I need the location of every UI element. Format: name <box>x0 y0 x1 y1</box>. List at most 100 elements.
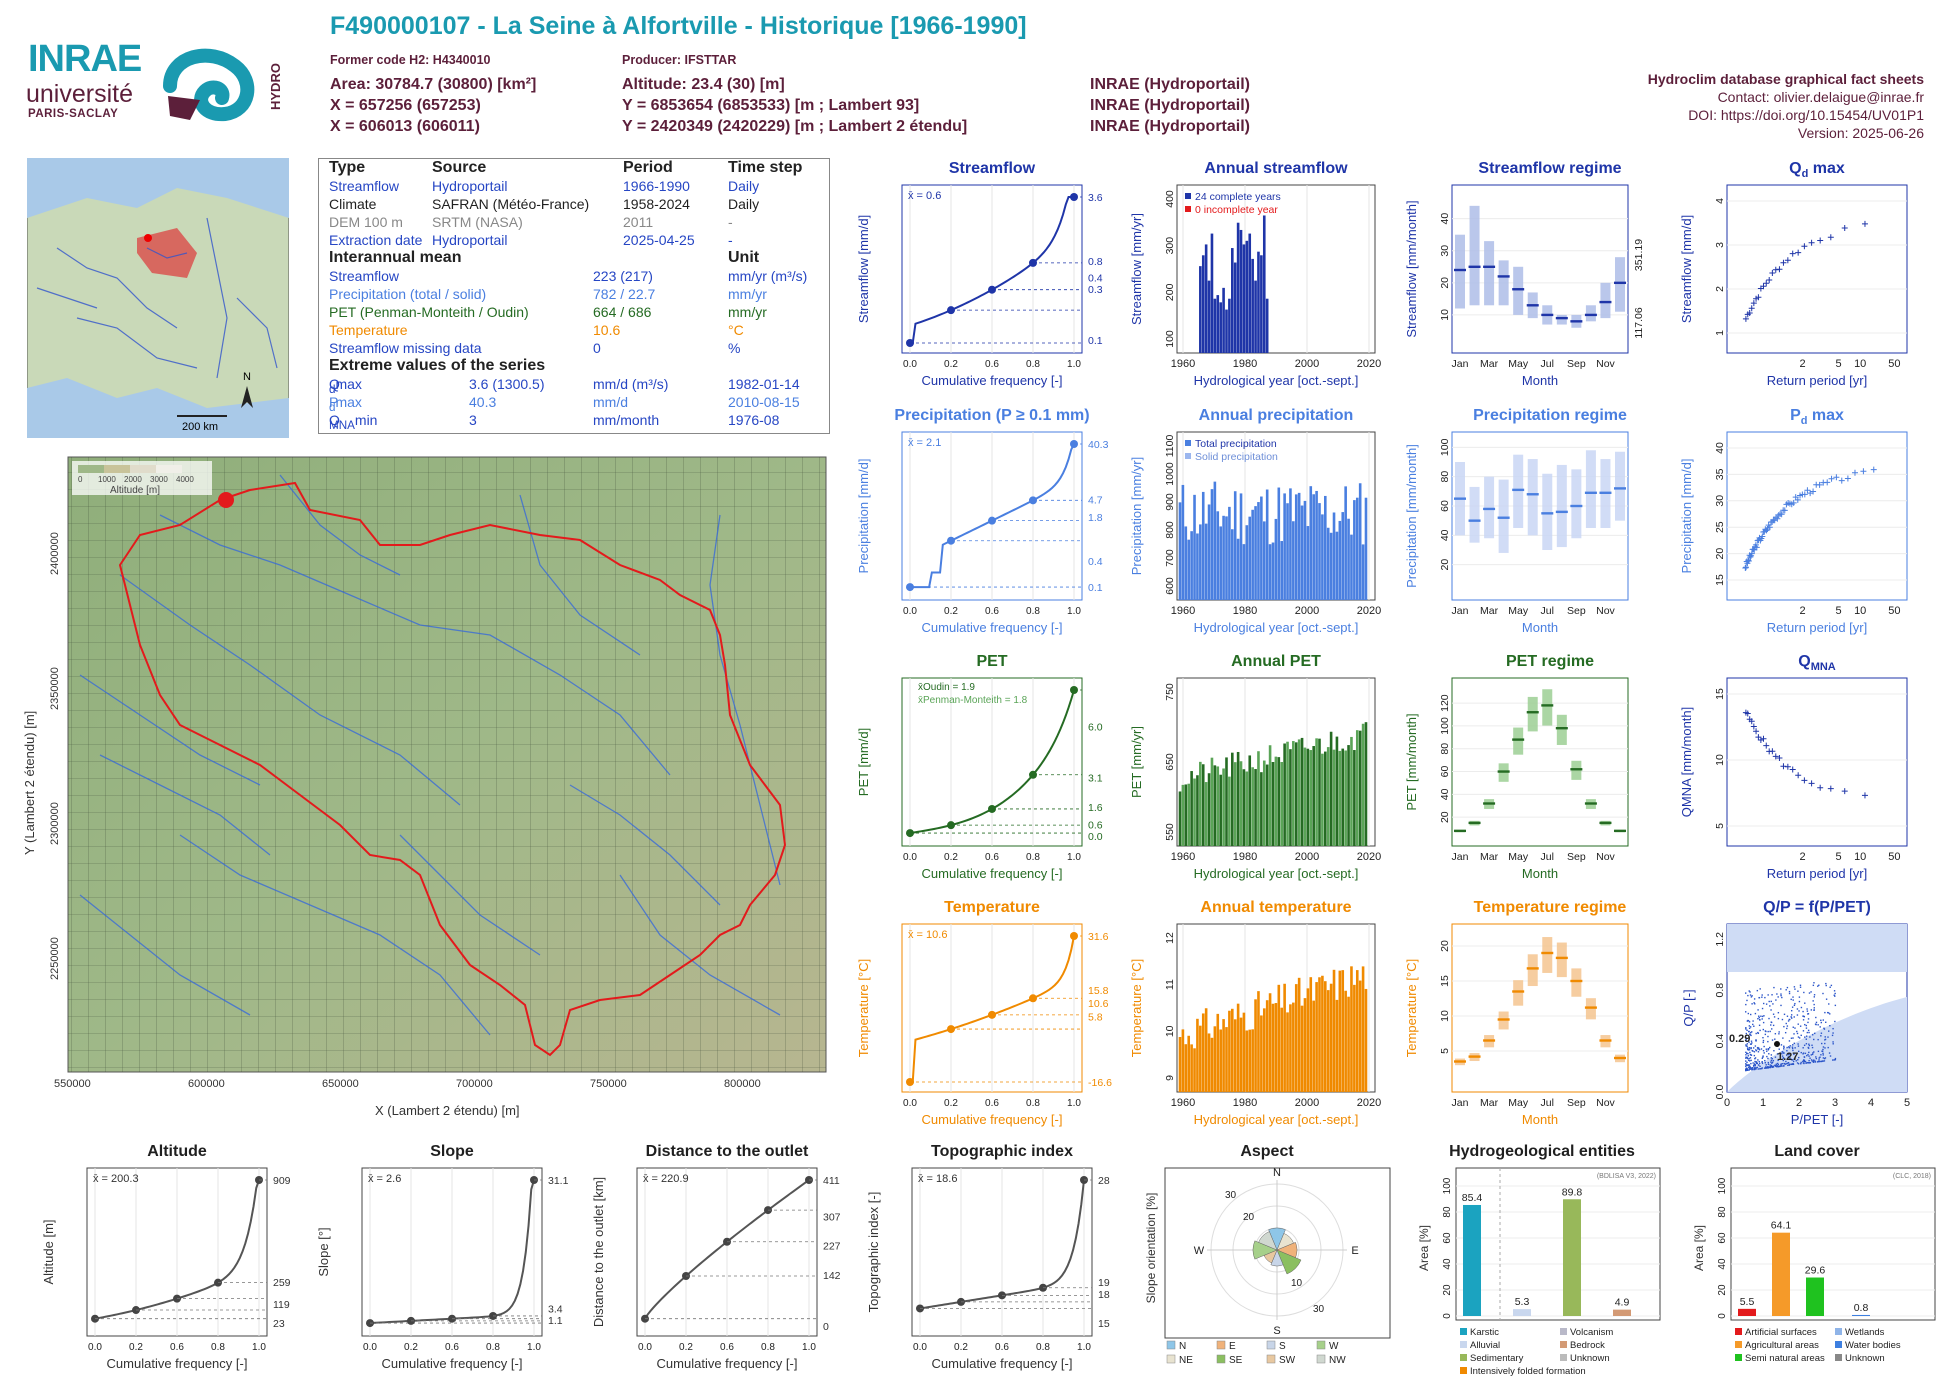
data-point <box>1790 1037 1793 1039</box>
x-tick: 600000 <box>188 1078 225 1090</box>
data-point <box>1785 1060 1787 1063</box>
data-point <box>1792 1060 1795 1063</box>
y-tick: 40 <box>1714 442 1726 454</box>
data-point <box>1784 1031 1787 1034</box>
data-point <box>1797 990 1799 992</box>
cell: Streamflow missing data <box>329 340 482 356</box>
data-point <box>1772 266 1779 273</box>
cell: mm/yr (m³/s) <box>728 268 808 284</box>
legend-swatch <box>1216 1340 1226 1350</box>
y-axis-label: Altitude [m] <box>41 1219 56 1284</box>
data-point <box>1771 1028 1773 1030</box>
aspect-sector <box>1270 1249 1284 1267</box>
bar <box>1260 772 1263 846</box>
legend-swatch <box>1266 1340 1276 1350</box>
data-point <box>1764 1033 1767 1036</box>
data-point <box>1817 1024 1819 1026</box>
x-tick: 0.8 <box>211 1342 225 1353</box>
data-point <box>1789 1045 1791 1047</box>
legend-label: Karstic <box>1470 1327 1499 1338</box>
data-point <box>1749 1051 1751 1054</box>
y-tick: 60 <box>1717 1232 1728 1244</box>
bar <box>1204 244 1208 353</box>
data-point <box>1805 1027 1808 1029</box>
right-tick: 3.1 <box>1088 773 1103 785</box>
bar <box>1315 982 1318 1092</box>
bar <box>1231 752 1234 846</box>
data-point <box>1754 1057 1756 1060</box>
right-tick: 0.3 <box>1088 284 1103 296</box>
legend-label: E <box>1229 1341 1236 1352</box>
data-point <box>1783 1025 1785 1028</box>
bar <box>1265 298 1269 353</box>
x-tick: Nov <box>1596 851 1615 863</box>
x-tick: 1980 <box>1233 1097 1257 1109</box>
legend-label: W <box>1329 1341 1339 1352</box>
data-point <box>1745 1027 1747 1029</box>
right-tick: 1.6 <box>1088 802 1103 814</box>
data-point <box>1770 1021 1773 1024</box>
data-point <box>1861 792 1868 799</box>
data-point <box>1861 220 1868 227</box>
bar <box>1216 511 1220 600</box>
data-point <box>1750 300 1757 307</box>
x-axis-label: Return period [yr] <box>1767 373 1867 388</box>
data-point <box>1810 1054 1812 1056</box>
bar <box>1463 1204 1481 1316</box>
data-point <box>1753 1054 1756 1057</box>
data-point <box>1771 1065 1774 1068</box>
bar <box>1772 1232 1790 1316</box>
data-point <box>1827 234 1834 241</box>
legend-swatch <box>1185 453 1191 459</box>
data-point <box>1772 1059 1775 1062</box>
cell: Streamflow <box>329 268 400 284</box>
x-tick: 0.8 <box>1026 606 1040 617</box>
data-point <box>1763 527 1770 534</box>
data-label: 89.8 <box>1562 1186 1583 1198</box>
bar <box>1361 544 1365 600</box>
data-point <box>1824 1057 1827 1059</box>
plot-area <box>1451 677 1629 847</box>
x-tick: 2 <box>1800 851 1806 863</box>
x-tick: Mar <box>1480 851 1499 863</box>
legend-swatch <box>1560 1341 1567 1348</box>
data-point <box>1745 1003 1747 1006</box>
data-point <box>1825 984 1827 987</box>
data-point <box>1745 1064 1747 1066</box>
legend-label: Intensively folded formation <box>1470 1366 1586 1377</box>
data-point <box>1752 1047 1755 1049</box>
data-point <box>1838 477 1845 484</box>
data-point <box>1795 772 1802 779</box>
data-point <box>1759 1062 1761 1065</box>
bar <box>1312 1000 1315 1092</box>
cell: - <box>728 214 733 230</box>
x-tick: 700000 <box>456 1078 493 1090</box>
chart-title: Annual streamflow <box>1204 160 1348 177</box>
cell: Hydroportail <box>432 232 508 248</box>
bar <box>1213 481 1217 600</box>
data-point <box>1799 1025 1802 1027</box>
chart-title-suffix: max <box>1807 407 1844 424</box>
data-point <box>1755 1049 1758 1052</box>
data-point <box>1822 992 1824 995</box>
bar <box>1326 527 1330 600</box>
data-point <box>1793 1016 1795 1018</box>
bar <box>1210 757 1214 846</box>
data-point <box>1790 1009 1793 1012</box>
legend-label: SE <box>1229 1355 1243 1366</box>
cell: Climate <box>329 196 377 212</box>
data-point <box>1758 1047 1760 1050</box>
data-point <box>1792 1049 1794 1052</box>
data-point <box>1746 1057 1749 1060</box>
data-point <box>1770 1000 1772 1003</box>
x-tick: May <box>1508 851 1529 863</box>
bar <box>1265 489 1269 600</box>
bar <box>1277 984 1281 1092</box>
bar <box>1297 492 1301 600</box>
data-point <box>1783 1048 1785 1050</box>
chart-landcover: Land cover (CLC, 2018) 0 20 40 60 80 100 Area [%… <box>1692 1143 1936 1364</box>
data-point <box>1828 1030 1830 1032</box>
legend-label: Unknown <box>1570 1353 1610 1364</box>
data-point <box>1797 1050 1800 1053</box>
data-point <box>1789 250 1796 257</box>
